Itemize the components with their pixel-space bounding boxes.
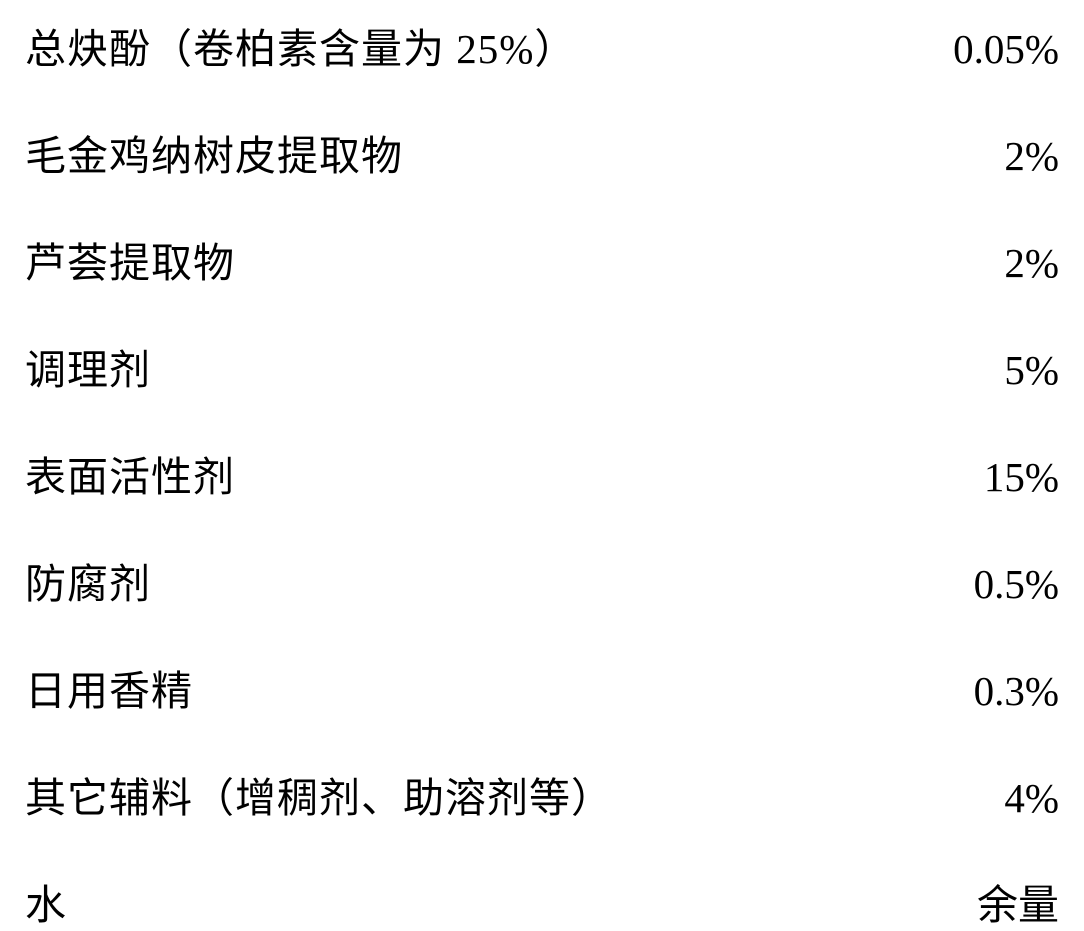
ingredient-label: 总炔酚（卷柏素含量为 25%）	[25, 15, 576, 75]
ingredients-list: 总炔酚（卷柏素含量为 25%） 0.05% 毛金鸡纳树皮提取物 2% 芦荟提取物…	[25, 15, 1059, 931]
ingredient-value: 2%	[939, 132, 1059, 180]
ingredient-label: 日用香精	[25, 657, 193, 717]
ingredient-row: 毛金鸡纳树皮提取物 2%	[25, 122, 1059, 182]
ingredient-row: 日用香精 0.3%	[25, 657, 1059, 717]
ingredient-value: 0.05%	[939, 25, 1059, 73]
ingredient-row: 水 余量	[25, 871, 1059, 931]
ingredient-row: 防腐剂 0.5%	[25, 550, 1059, 610]
ingredient-value: 5%	[939, 346, 1059, 394]
ingredient-label: 其它辅料（增稠剂、助溶剂等）	[25, 764, 613, 824]
ingredient-row: 总炔酚（卷柏素含量为 25%） 0.05%	[25, 15, 1059, 75]
ingredient-row: 表面活性剂 15%	[25, 443, 1059, 503]
ingredient-value: 0.3%	[939, 667, 1059, 715]
ingredient-label: 调理剂	[25, 336, 151, 396]
ingredient-label: 防腐剂	[25, 550, 151, 610]
ingredient-row: 芦荟提取物 2%	[25, 229, 1059, 289]
ingredient-value: 余量	[939, 871, 1059, 931]
ingredient-label: 水	[25, 871, 67, 931]
ingredient-label: 芦荟提取物	[25, 229, 235, 289]
ingredient-value: 4%	[939, 774, 1059, 822]
ingredient-row: 调理剂 5%	[25, 336, 1059, 396]
ingredient-value: 15%	[939, 453, 1059, 501]
ingredient-value: 2%	[939, 239, 1059, 287]
ingredient-label: 表面活性剂	[25, 443, 235, 503]
ingredient-label: 毛金鸡纳树皮提取物	[25, 122, 403, 182]
ingredient-value: 0.5%	[939, 560, 1059, 608]
ingredient-row: 其它辅料（增稠剂、助溶剂等） 4%	[25, 764, 1059, 824]
